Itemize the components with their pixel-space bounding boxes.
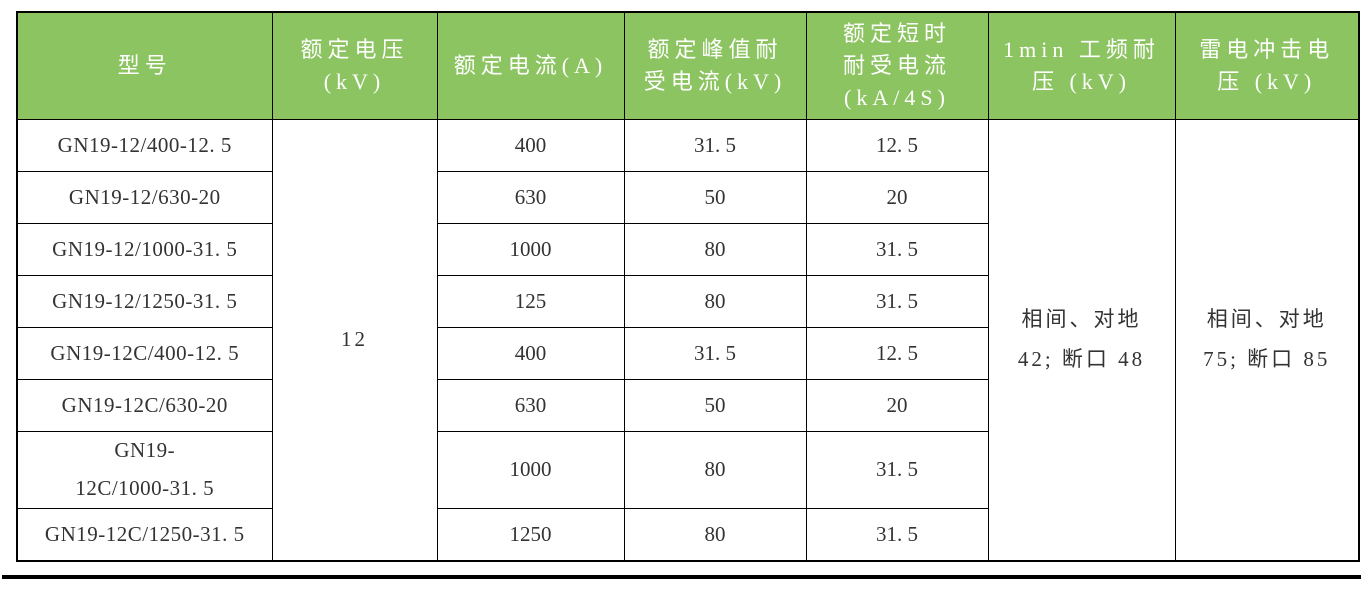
header-peak-withstand-current: 额定峰值耐 受电流(kV)	[623, 11, 807, 120]
table-row: GN19-12C/400-12. 5 400 31. 5 12. 5	[16, 327, 1359, 380]
cell-model: GN19-12C/400-12. 5	[16, 327, 273, 380]
header-row: 型号 额定电压 (kV) 额定电流(A) 额定峰值耐 受电流(kV) 额定短时 …	[16, 11, 1360, 120]
cell-power-frequency-withstand: 相间、对地 42; 断口 48	[987, 119, 1176, 562]
cell-model: GN19-12C/630-20	[16, 379, 273, 432]
cell-peak: 80	[623, 431, 807, 509]
cell-peak: 50	[623, 171, 807, 224]
cell-model: GN19- 12C/1000-31. 5	[16, 431, 273, 509]
header-lightning-impulse-voltage: 雷电冲击电 压 (kV)	[1174, 11, 1360, 120]
cell-current: 630	[436, 171, 625, 224]
table-row: GN19-12C/630-20 630 50 20	[16, 379, 1359, 432]
cell-short-time: 12. 5	[805, 119, 989, 172]
table-row: GN19-12/630-20 630 50 20	[16, 171, 1359, 224]
table-row: GN19-12/1250-31. 5 125 80 31. 5	[16, 275, 1359, 328]
table-row: GN19-12/400-12. 5 12 400 31. 5 12. 5 相间、…	[16, 119, 1360, 562]
cell-peak: 50	[623, 379, 807, 432]
table-row: GN19- 12C/1000-31. 5 1000 80 31. 5	[16, 431, 1359, 509]
cell-current: 400	[436, 327, 625, 380]
cell-model: GN19-12/400-12. 5	[16, 119, 273, 172]
cell-current: 1000	[436, 431, 625, 509]
cell-current: 1000	[436, 223, 625, 276]
cell-model: GN19-12/1250-31. 5	[16, 275, 273, 328]
table-row: GN19-12C/1250-31. 5 1250 80 31. 5	[16, 508, 1359, 562]
cell-short-time: 31. 5	[805, 223, 989, 276]
header-power-frequency-withstand-voltage: 1min 工频耐 压 (kV)	[987, 11, 1176, 120]
cell-short-time: 31. 5	[805, 431, 989, 509]
cell-current: 1250	[436, 508, 625, 562]
cell-current: 400	[436, 119, 625, 172]
cell-short-time: 31. 5	[805, 275, 989, 328]
cell-peak: 80	[623, 223, 807, 276]
cell-peak: 31. 5	[623, 327, 807, 380]
header-model: 型号	[16, 11, 273, 120]
cell-current: 630	[436, 379, 625, 432]
cell-model: GN19-12/630-20	[16, 171, 273, 224]
cell-model: GN19-12C/1250-31. 5	[16, 508, 273, 562]
header-rated-current: 额定电流(A)	[436, 11, 625, 120]
cell-lightning-impulse: 相间、对地 75; 断口 85	[1174, 119, 1360, 562]
cell-short-time: 12. 5	[805, 327, 989, 380]
bottom-divider	[2, 575, 1361, 579]
header-short-time-withstand-current: 额定短时 耐受电流 (kA/4S)	[805, 11, 989, 120]
cell-model: GN19-12/1000-31. 5	[16, 223, 273, 276]
cell-current: 125	[436, 275, 625, 328]
switch-spec-table: 型号 额定电压 (kV) 额定电流(A) 额定峰值耐 受电流(kV) 额定短时 …	[16, 11, 1360, 562]
cell-short-time: 31. 5	[805, 508, 989, 562]
cell-short-time: 20	[805, 171, 989, 224]
cell-peak: 31. 5	[623, 119, 807, 172]
header-rated-voltage: 额定电压 (kV)	[271, 11, 438, 120]
cell-peak: 80	[623, 508, 807, 562]
cell-peak: 80	[623, 275, 807, 328]
cell-short-time: 20	[805, 379, 989, 432]
cell-rated-voltage: 12	[271, 119, 438, 562]
table-row: GN19-12/1000-31. 5 1000 80 31. 5	[16, 223, 1359, 276]
